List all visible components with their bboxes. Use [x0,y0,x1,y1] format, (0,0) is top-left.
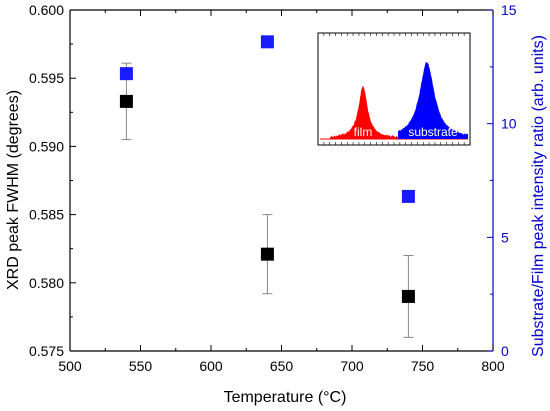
fwhm-point [261,248,274,261]
x-tick-label: 750 [411,358,435,374]
inset-substrate-label: substrate [408,125,458,139]
y-left-tick-label: 0.595 [29,70,64,86]
x-axis-label: Temperature (°C) [224,389,347,406]
x-tick-label: 650 [270,358,294,374]
y-left-tick-label: 0.575 [29,343,64,359]
inset-film-label: film [354,125,373,139]
ratio-point [402,190,415,203]
y-left-tick-label: 0.590 [29,138,64,154]
y-right-tick-label: 15 [501,2,517,18]
y-left-tick-label: 0.580 [29,275,64,291]
x-tick-label: 800 [481,358,505,374]
y-axis-right-label: Substrate/Film peak intensity ratio (arb… [530,35,547,357]
y-left-tick-label: 0.585 [29,207,64,223]
x-tick-label: 600 [199,358,223,374]
y-right-tick-label: 0 [501,343,509,359]
ratio-point [261,35,274,48]
ratio-point [120,67,133,80]
fwhm-point [402,290,415,303]
y-left-tick-label: 0.600 [29,2,64,18]
y-right-tick-label: 5 [501,229,509,245]
y-right-tick-label: 10 [501,116,517,132]
x-tick-label: 500 [58,358,82,374]
fwhm-point [120,95,133,108]
x-tick-label: 700 [340,358,364,374]
y-axis-left-label: XRD peak FWHM (degrees) [5,90,22,290]
inset-spectrum: film substrate [318,33,470,145]
x-tick-label: 550 [129,358,153,374]
